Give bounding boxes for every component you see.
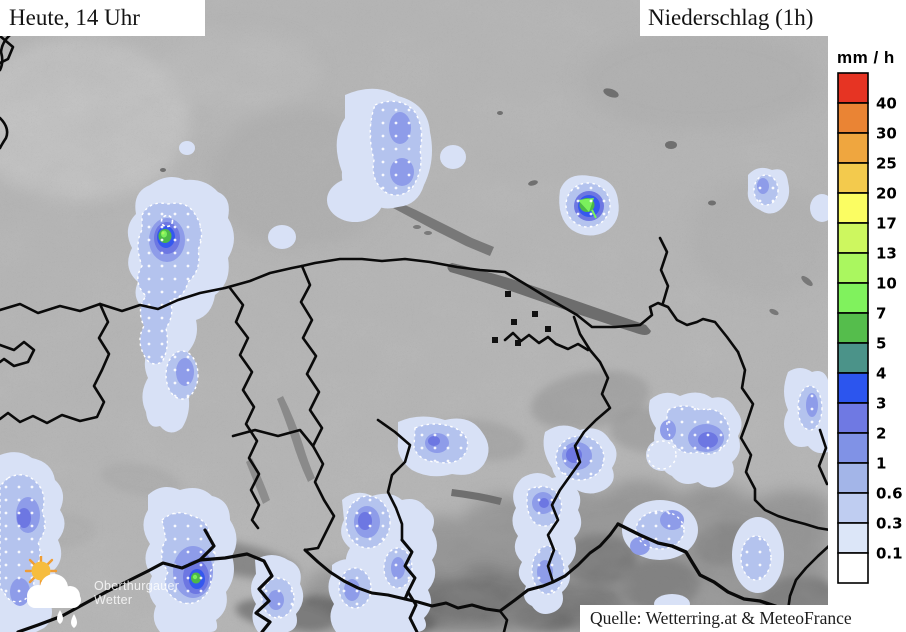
legend-tick-label: 5 <box>876 335 886 353</box>
legend-tick-label: 3 <box>876 395 886 413</box>
legend-tick-label: 40 <box>876 95 897 113</box>
legend-tick-label: 0.1 <box>876 545 903 563</box>
legend-panel: mm / h 40 30 25 20 17 13 10 7 5 4 3 2 1 0.6 0.3 0.1 <box>828 0 906 632</box>
station-logo: Oberthurgauer Wetter <box>20 554 190 632</box>
legend-tick-label: 1 <box>876 455 886 473</box>
legend-tick-label: 13 <box>876 245 897 263</box>
legend-color-box <box>837 72 869 104</box>
legend-color-scale: 40 30 25 20 17 13 10 7 5 4 3 2 1 0.6 0.3 0.1 <box>837 72 903 584</box>
storm-marker-circle <box>160 214 174 228</box>
lake-walensee <box>451 489 502 505</box>
timestamp-label: Heute, 14 Uhr <box>0 0 205 36</box>
legend-tick-label: 10 <box>876 275 897 293</box>
legend-color-box <box>837 222 869 254</box>
legend-color-box <box>837 552 869 584</box>
map-canvas <box>0 0 840 632</box>
legend-tick-label: 4 <box>876 365 886 383</box>
legend-color-box <box>837 162 869 194</box>
legend-color-box <box>837 372 869 404</box>
logo-text-line2: Wetter <box>94 593 133 607</box>
sun-cloud-rain-icon <box>24 554 81 628</box>
legend-tick-label: 17 <box>876 215 897 233</box>
legend-color-box <box>837 132 869 164</box>
legend-color-box <box>837 342 869 374</box>
legend-color-box <box>837 462 869 494</box>
legend-color-box <box>837 252 869 284</box>
legend-tick-label: 20 <box>876 185 897 203</box>
precipitation-layer <box>0 88 834 632</box>
legend-tick-label: 2 <box>876 425 886 443</box>
city-markers <box>492 291 551 346</box>
legend-tick-label: 7 <box>876 305 886 323</box>
legend-color-box <box>837 282 869 314</box>
legend-tick-label: 0.3 <box>876 515 903 533</box>
legend-color-box <box>837 402 869 434</box>
legend-color-box <box>837 432 869 464</box>
legend-color-box <box>837 102 869 134</box>
legend-unit-label: mm / h <box>837 48 895 67</box>
country-borders <box>0 33 832 632</box>
precipitation-map <box>0 0 840 632</box>
legend-tick-label: 30 <box>876 125 897 143</box>
legend-tick-label: 25 <box>876 155 897 173</box>
rain-cell-circle <box>647 440 677 470</box>
legend-color-box <box>837 312 869 344</box>
source-attribution: Quelle: Wetterring.at & MeteoFrance <box>580 605 906 632</box>
legend-tick-label: 0.6 <box>876 485 903 503</box>
legend-color-box <box>837 492 869 524</box>
legend-color-box <box>837 192 869 224</box>
legend-color-box <box>837 522 869 554</box>
logo-text-line1: Oberthurgauer <box>94 579 180 593</box>
